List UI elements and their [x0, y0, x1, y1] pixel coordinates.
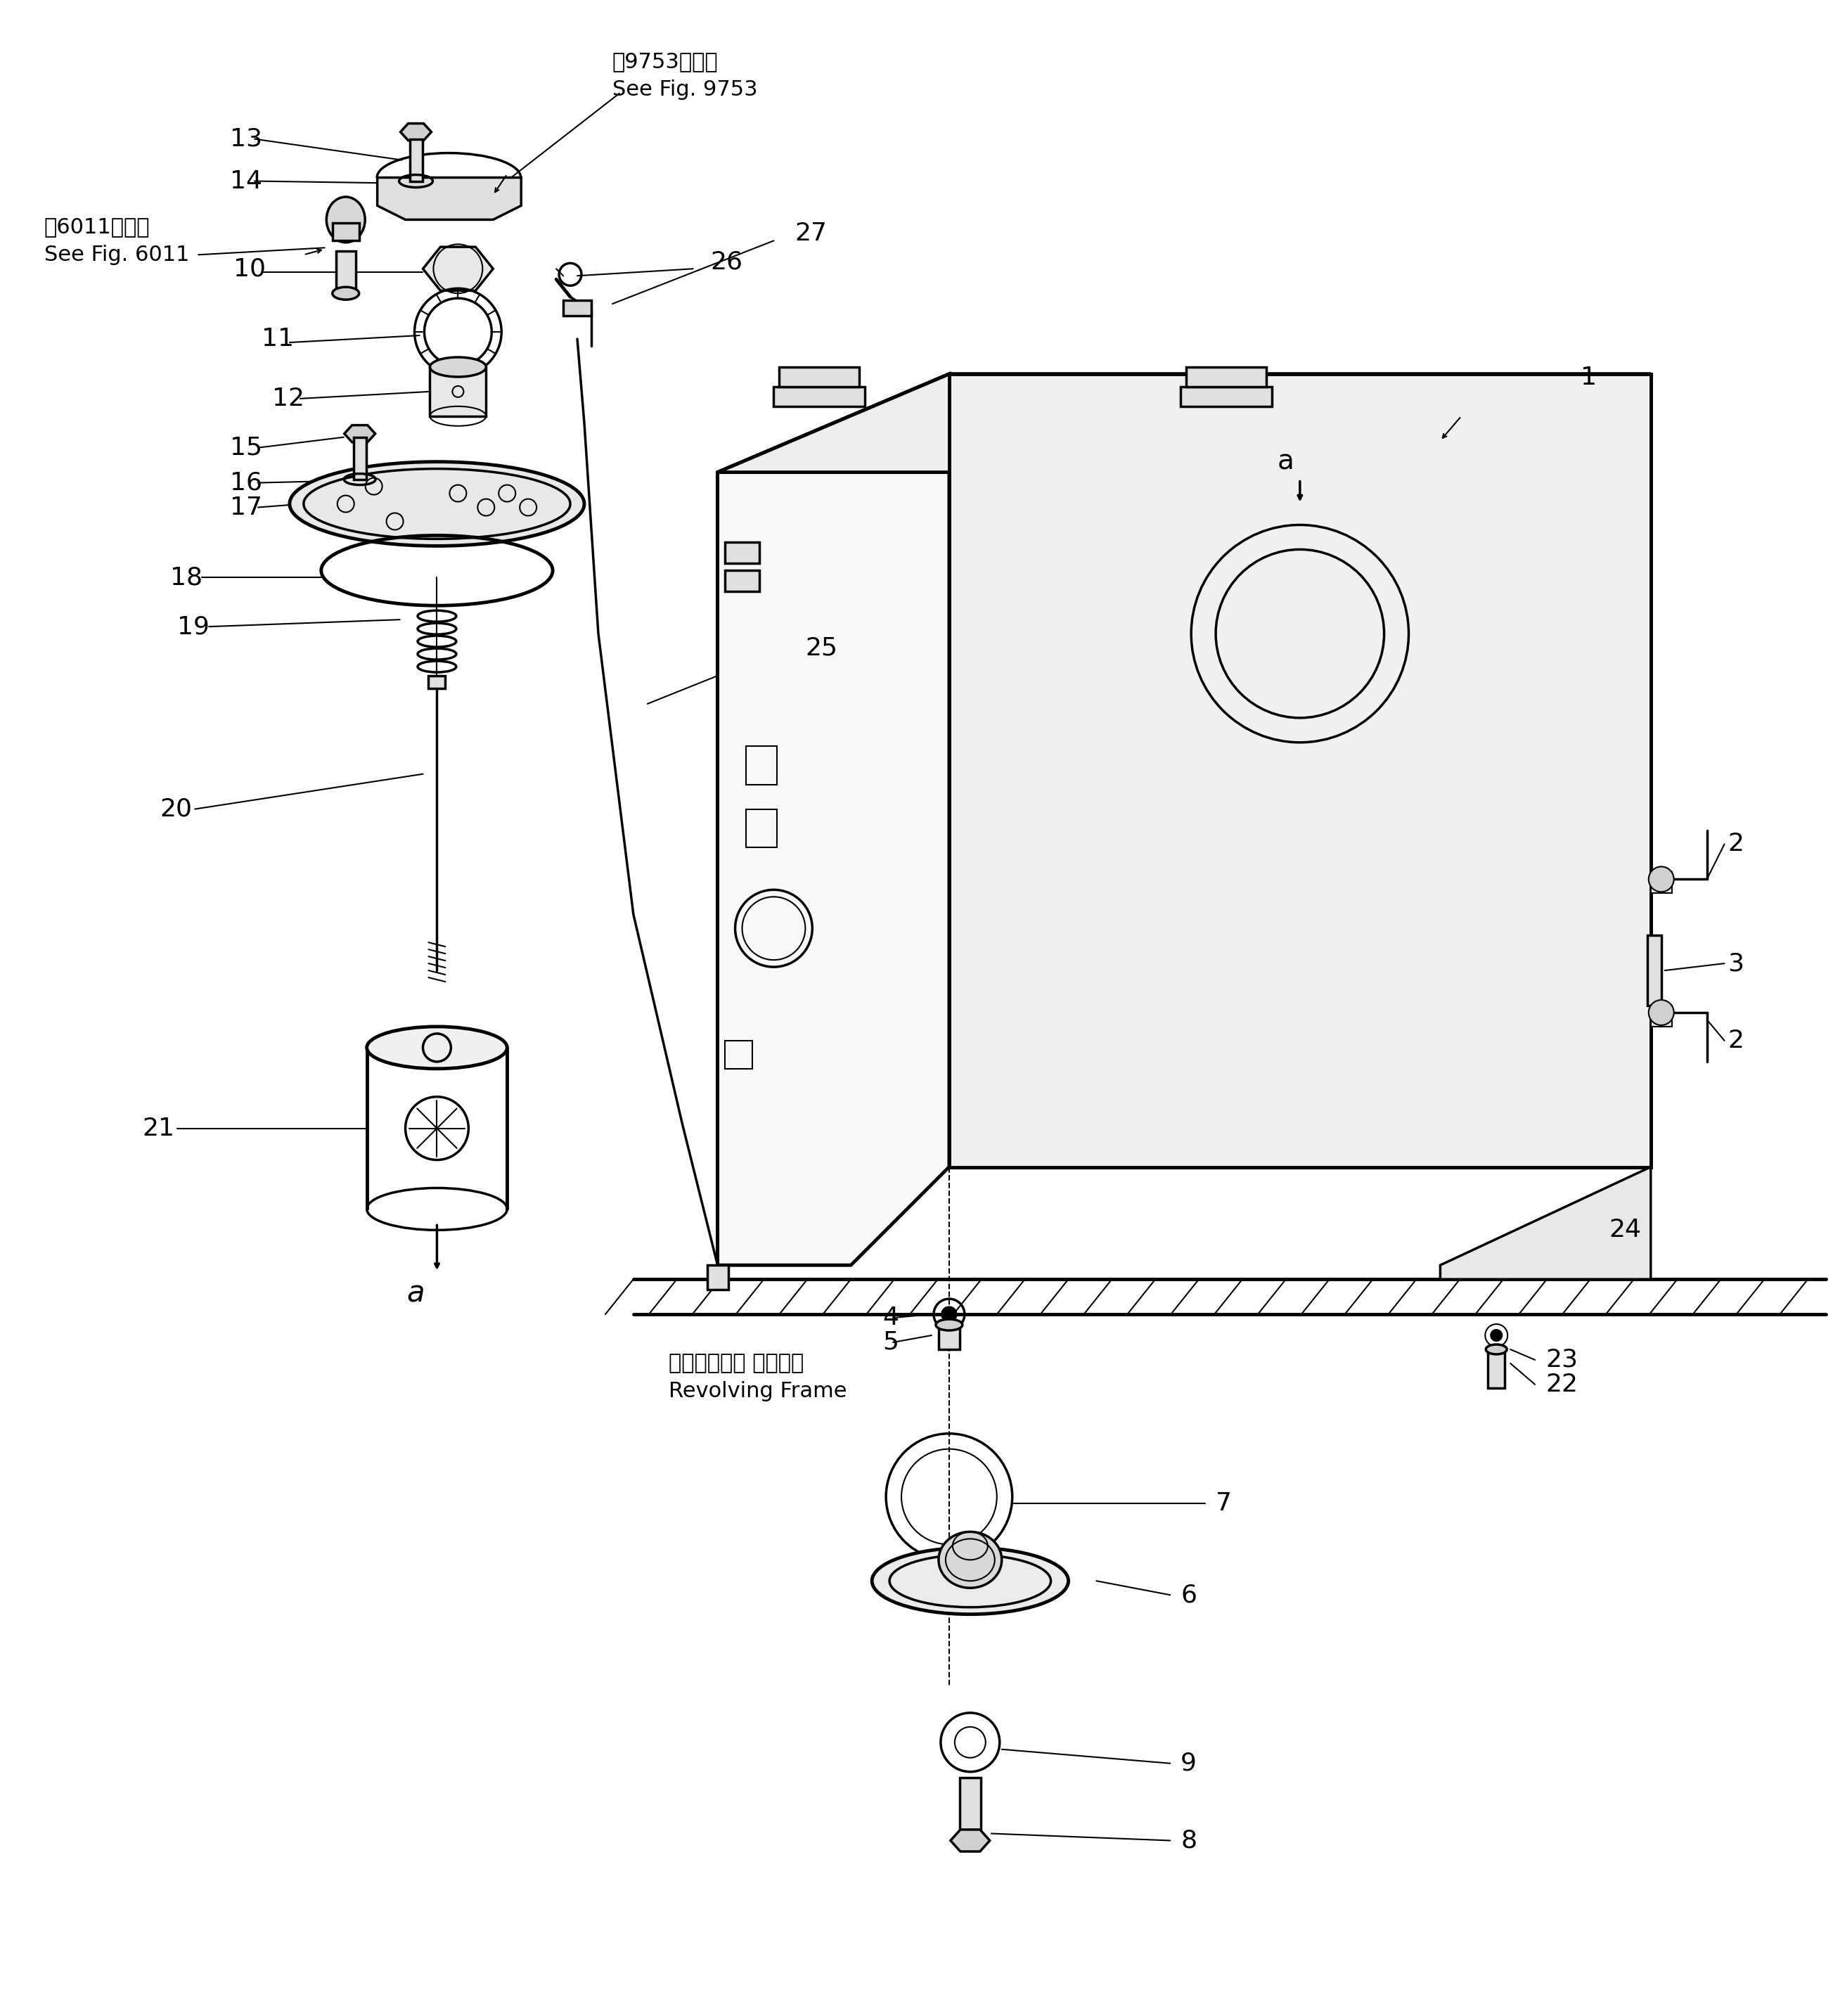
Text: 4: 4: [882, 1306, 898, 1331]
Text: 20: 20: [159, 796, 192, 821]
Circle shape: [1490, 1331, 1501, 1341]
Bar: [938, 1325, 960, 1349]
Bar: [746, 746, 777, 784]
Ellipse shape: [431, 357, 486, 377]
Bar: [724, 571, 759, 591]
Ellipse shape: [326, 198, 365, 242]
Ellipse shape: [937, 1318, 962, 1331]
Text: 21: 21: [143, 1117, 174, 1141]
Text: レボルビング フレーム: レボルビング フレーム: [669, 1353, 803, 1373]
Text: a: a: [407, 1278, 425, 1308]
Polygon shape: [1441, 1167, 1652, 1280]
Polygon shape: [949, 375, 1652, 1167]
Text: 17: 17: [229, 496, 262, 520]
Bar: [1648, 935, 1661, 1006]
Text: 5: 5: [882, 1331, 898, 1355]
Bar: [409, 139, 422, 181]
Text: 26: 26: [711, 250, 742, 274]
Bar: [429, 675, 445, 687]
Bar: [332, 224, 359, 240]
Text: a: a: [1278, 448, 1294, 476]
Text: 2: 2: [1729, 833, 1743, 857]
Polygon shape: [345, 425, 376, 442]
Polygon shape: [717, 375, 949, 1266]
Bar: [960, 1778, 981, 1841]
Bar: [724, 542, 759, 564]
Bar: [1180, 387, 1272, 407]
Text: 27: 27: [796, 222, 827, 246]
Text: 12: 12: [271, 387, 304, 411]
Circle shape: [1648, 1000, 1674, 1026]
Bar: [354, 437, 367, 480]
Text: 11: 11: [262, 327, 293, 351]
Bar: [563, 300, 592, 317]
Bar: [1652, 1006, 1672, 1026]
Bar: [774, 387, 865, 407]
Text: 25: 25: [805, 635, 838, 659]
Polygon shape: [378, 177, 521, 220]
Ellipse shape: [367, 1026, 508, 1068]
Polygon shape: [949, 375, 1652, 1167]
Text: 8: 8: [1180, 1829, 1197, 1853]
Bar: [1186, 367, 1267, 387]
Text: 15: 15: [229, 435, 262, 460]
Bar: [431, 367, 486, 415]
Ellipse shape: [290, 462, 585, 546]
Text: 23: 23: [1545, 1349, 1578, 1371]
Polygon shape: [717, 375, 1652, 472]
Polygon shape: [717, 375, 949, 1266]
Bar: [708, 1266, 728, 1290]
Text: 2: 2: [1729, 1028, 1743, 1052]
Ellipse shape: [332, 286, 359, 300]
Ellipse shape: [938, 1532, 1003, 1589]
Bar: [1488, 1349, 1505, 1387]
Text: 9: 9: [1180, 1752, 1197, 1776]
Polygon shape: [423, 246, 493, 290]
Bar: [746, 808, 777, 847]
Polygon shape: [951, 1831, 990, 1851]
Text: 第6011図参照: 第6011図参照: [44, 216, 150, 238]
Polygon shape: [717, 375, 1652, 472]
Bar: [335, 252, 356, 294]
Text: 1: 1: [1580, 365, 1597, 389]
Text: 24: 24: [1609, 1218, 1641, 1242]
Ellipse shape: [873, 1548, 1069, 1615]
Text: 14: 14: [229, 169, 262, 194]
Text: 10: 10: [233, 256, 266, 280]
Bar: [779, 367, 860, 387]
Circle shape: [942, 1306, 957, 1320]
Polygon shape: [400, 123, 431, 141]
Text: 3: 3: [1729, 952, 1743, 976]
Text: 7: 7: [1215, 1492, 1232, 1516]
Text: See Fig. 6011: See Fig. 6011: [44, 244, 189, 264]
Text: 13: 13: [229, 127, 262, 151]
Ellipse shape: [1487, 1345, 1507, 1355]
Text: 22: 22: [1545, 1373, 1578, 1397]
Text: Revolving Frame: Revolving Frame: [669, 1381, 847, 1401]
Bar: [724, 1040, 753, 1068]
Text: 6: 6: [1180, 1583, 1197, 1607]
Text: 第9753図参照: 第9753図参照: [612, 52, 719, 73]
Text: 18: 18: [170, 566, 203, 589]
Text: 16: 16: [229, 472, 262, 494]
Text: See Fig. 9753: See Fig. 9753: [612, 81, 757, 101]
Circle shape: [1648, 867, 1674, 891]
Bar: [1652, 873, 1672, 893]
Text: 19: 19: [178, 615, 209, 639]
